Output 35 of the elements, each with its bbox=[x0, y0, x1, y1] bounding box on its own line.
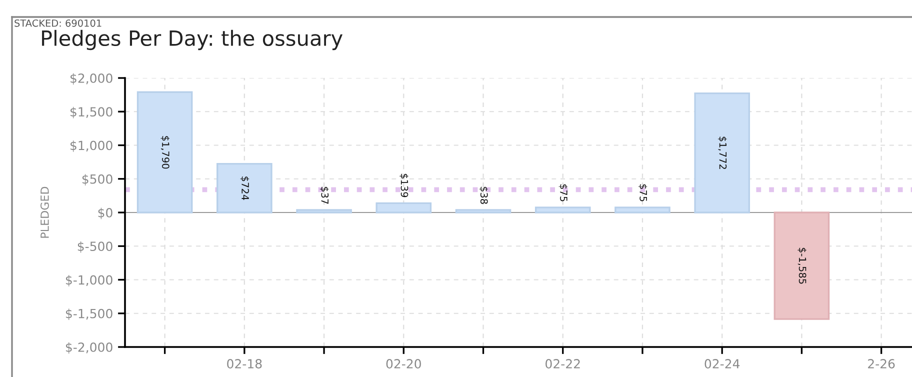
bar bbox=[296, 209, 352, 214]
text: STACKED: 690101 bbox=[14, 19, 102, 27]
bar bbox=[136, 91, 193, 214]
y-tick-label: $-1,000 bbox=[66, 275, 112, 286]
bar bbox=[455, 209, 512, 214]
x-tick-label: 2-26 bbox=[868, 359, 895, 368]
bar bbox=[376, 202, 432, 214]
data-label: $1,772 bbox=[718, 136, 727, 169]
bar bbox=[614, 206, 670, 214]
bar bbox=[694, 92, 750, 214]
data-label: $75 bbox=[558, 184, 568, 202]
chart-title: Pledges Per Day: the ossuary bbox=[42, 30, 343, 50]
x-tick-label: 02-24 bbox=[704, 359, 740, 368]
y-tick-label: $2,000 bbox=[70, 73, 112, 85]
y-tick-label: $0 bbox=[98, 208, 112, 220]
y-tick-label: $500 bbox=[82, 174, 112, 186]
x-tick-label: 02-20 bbox=[386, 359, 421, 368]
x-tick-label: 02-18 bbox=[227, 359, 262, 368]
data-label: $-1,585 bbox=[798, 248, 806, 284]
y-tick-label: $1,000 bbox=[70, 140, 112, 152]
data-label: $139 bbox=[400, 174, 408, 198]
bar bbox=[216, 162, 272, 214]
y-tick-label: $-500 bbox=[78, 241, 112, 253]
bar bbox=[534, 206, 591, 214]
data-label: $724 bbox=[240, 176, 250, 200]
x-tick-label: 02-22 bbox=[546, 359, 580, 368]
y-axis-title: PLEDGED bbox=[40, 186, 49, 238]
data-label: $1,790 bbox=[160, 136, 170, 169]
y-tick-label: $1,500 bbox=[70, 106, 112, 118]
y-tick-label: $-2,000 bbox=[66, 342, 112, 354]
data-label: $37 bbox=[320, 186, 329, 204]
y-tick-label: $-1,500 bbox=[66, 308, 112, 320]
data-label: $38 bbox=[479, 186, 488, 204]
bar bbox=[774, 212, 830, 320]
data-label: $75 bbox=[638, 184, 648, 202]
